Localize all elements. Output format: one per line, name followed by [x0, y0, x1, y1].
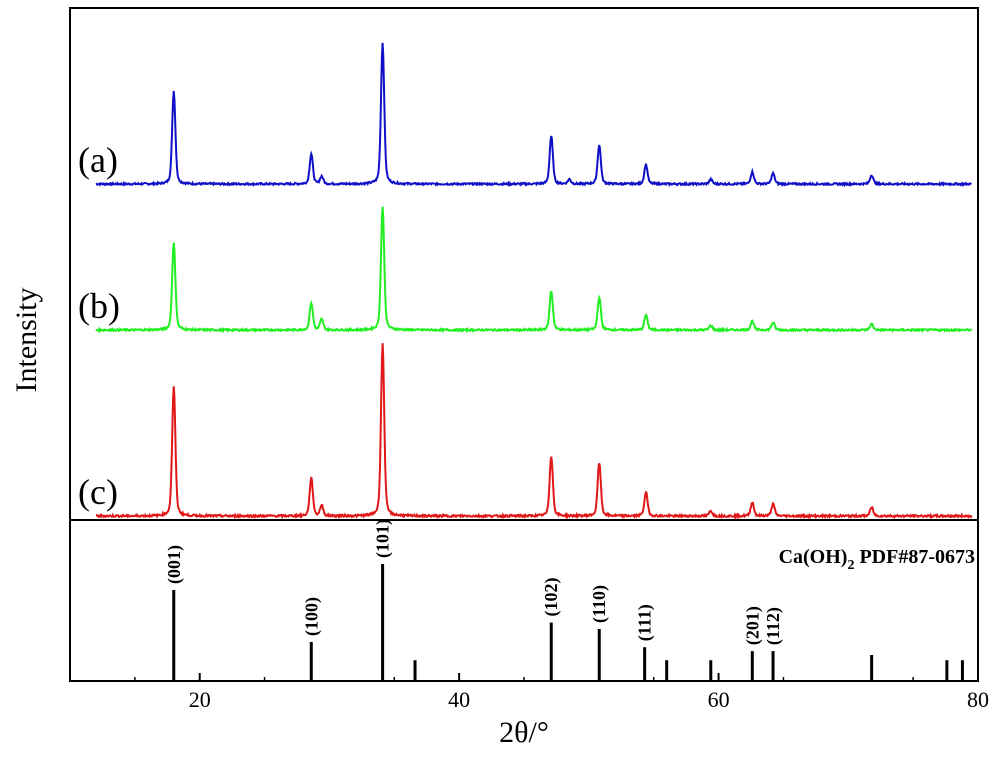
reference-title: Ca(OH)2 PDF#87-0673	[779, 546, 975, 573]
series-line-0	[96, 43, 972, 185]
y-axis-title: Intensity	[10, 288, 43, 393]
reference-label-5: (110)	[589, 585, 610, 623]
x-tick-label-0: 20	[189, 687, 211, 712]
x-tick-label-1: 40	[448, 687, 470, 712]
series-label-0: (a)	[78, 140, 118, 180]
plot-frame	[70, 8, 978, 681]
reference-label-1: (100)	[301, 597, 322, 636]
series-label-1: (b)	[78, 286, 120, 326]
reference-layer: (001) (100) (101) (102) (110) (111) (201)(112)	[164, 519, 963, 681]
reference-label-4: (102)	[541, 578, 562, 617]
series-line-1	[96, 207, 972, 331]
series-label-2: (c)	[78, 472, 118, 512]
x-tick-label-3: 80	[967, 687, 989, 712]
reference-title-main: Ca(OH)	[779, 546, 848, 568]
reference-label-2: (101)	[373, 519, 394, 558]
x-tick-label-2: 60	[708, 687, 730, 712]
series-layer: (a) (b) (c)	[78, 43, 972, 517]
reference-label-0: (001)	[164, 545, 185, 584]
reference-label-9: (201)	[742, 606, 763, 645]
x-axis-title: 2θ/°	[499, 716, 549, 749]
reference-title-sub: 2	[847, 558, 854, 573]
reference-label-10: (112)	[763, 607, 784, 645]
reference-label-6: (111)	[635, 604, 656, 641]
series-line-2	[96, 343, 972, 517]
x-axis-ticks: 20 40 60 80	[135, 673, 989, 712]
reference-title-rest: PDF#87-0673	[854, 546, 975, 568]
